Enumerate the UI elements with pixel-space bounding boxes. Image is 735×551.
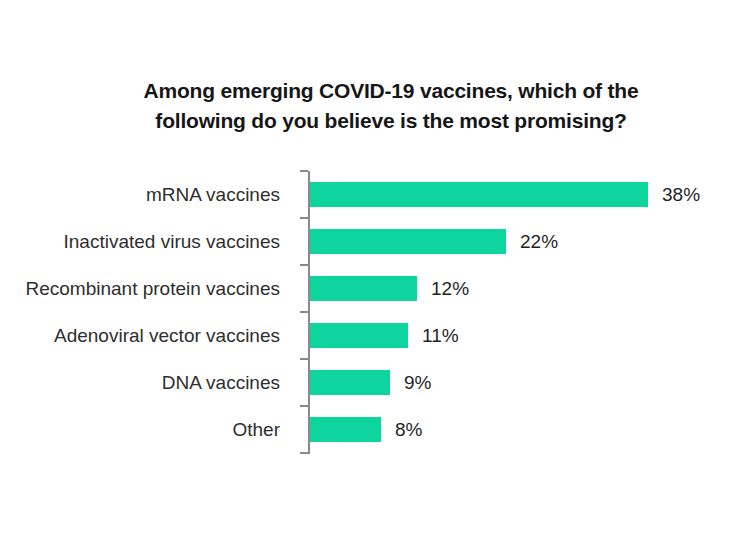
bar-chart-figure: Among emerging COVID-19 vaccines, which … [0,0,735,551]
value-label: 22% [520,231,558,253]
chart-title-line-2: following do you believe is the most pro… [61,106,721,136]
bar-row: Adenoviral vector vaccines 11% [0,312,735,359]
value-label: 9% [404,372,431,394]
category-label: Recombinant protein vaccines [0,278,294,300]
bar-area: 22% [294,218,735,265]
bar-row: Recombinant protein vaccines 12% [0,265,735,312]
bar-row: Other 8% [0,406,735,453]
bar [310,323,408,348]
category-label: Adenoviral vector vaccines [0,325,294,347]
bar [310,182,648,207]
chart-plot-area: mRNA vaccines 38% Inactivated virus vacc… [0,171,735,453]
bar-row: DNA vaccines 9% [0,359,735,406]
value-label: 38% [662,184,700,206]
value-label: 8% [395,419,422,441]
bar-area: 38% [294,171,735,218]
bar-area: 12% [294,265,735,312]
bar [310,276,417,301]
bar-area: 8% [294,406,735,453]
value-label: 11% [422,325,459,347]
bar-row: Inactivated virus vaccines 22% [0,218,735,265]
bar [310,229,506,254]
category-label: mRNA vaccines [0,184,294,206]
chart-title-line-1: Among emerging COVID-19 vaccines, which … [61,76,721,106]
category-label: Inactivated virus vaccines [0,231,294,253]
bar-area: 9% [294,359,735,406]
chart-title: Among emerging COVID-19 vaccines, which … [61,76,721,136]
category-label: Other [0,419,294,441]
category-label: DNA vaccines [0,372,294,394]
bar [310,370,390,395]
bar-area: 11% [294,312,735,359]
bar [310,417,381,442]
value-label: 12% [431,278,469,300]
bar-row: mRNA vaccines 38% [0,171,735,218]
